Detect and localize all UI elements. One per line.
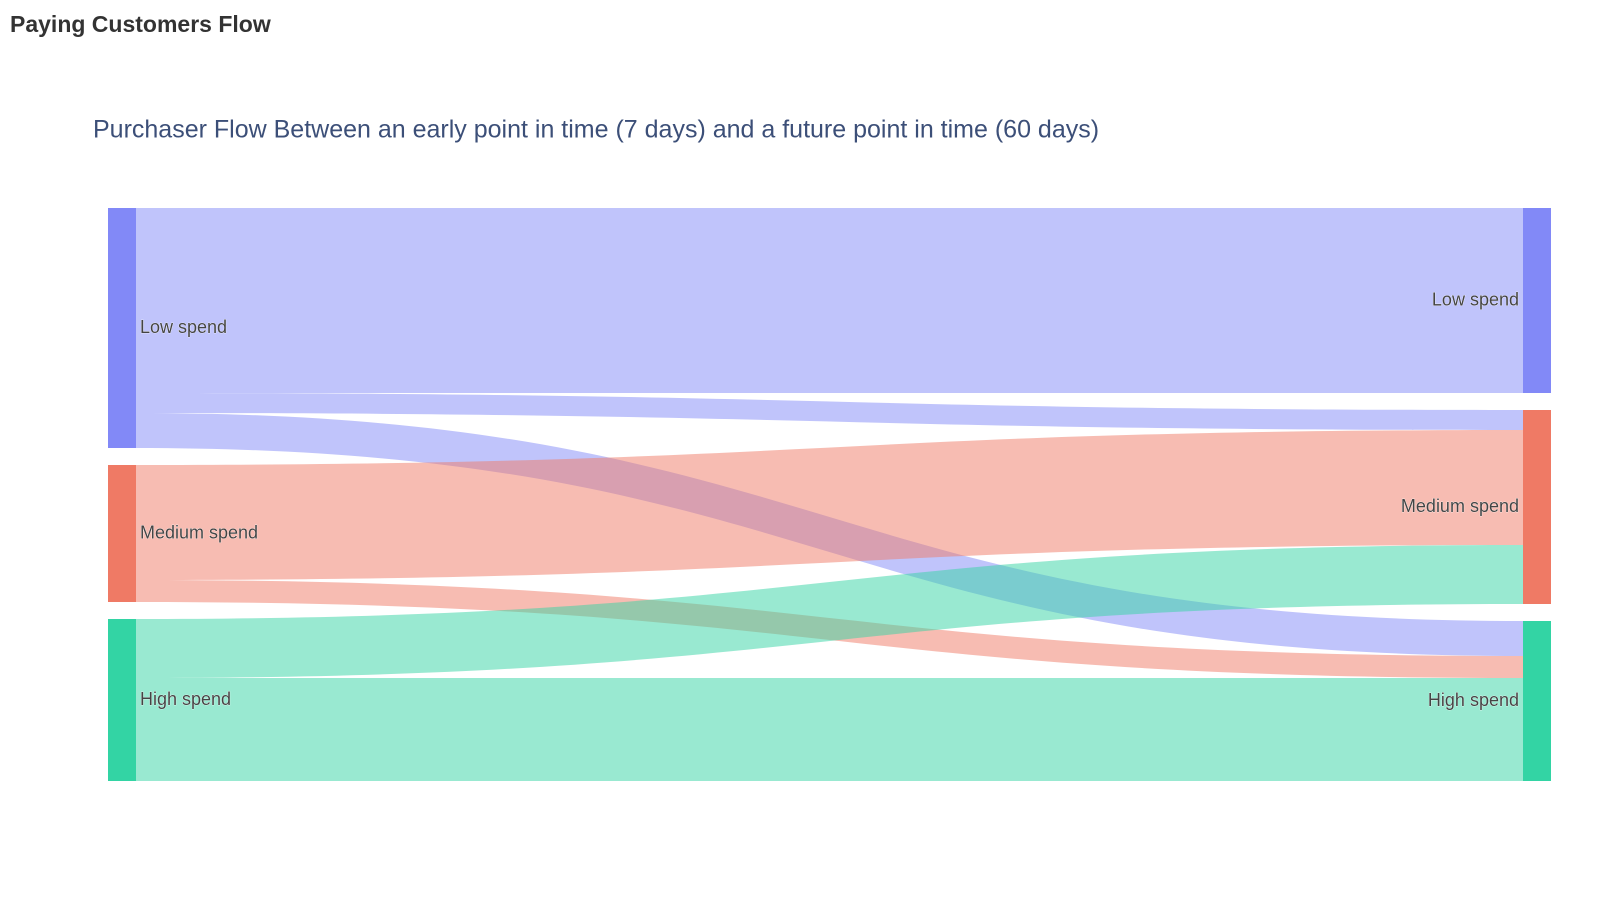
node-bar: [1523, 410, 1551, 604]
links: [136, 208, 1523, 781]
flow-link: [136, 678, 1523, 781]
flow-link: [136, 393, 1523, 430]
node-label: High spend: [1428, 690, 1519, 710]
node-label: Low spend: [1432, 289, 1519, 309]
node-label: Medium spend: [1401, 496, 1519, 516]
nodes: Low spend Medium spend High spend Low spend…: [108, 208, 1551, 781]
node-bar: [108, 465, 136, 602]
chart-title: Purchaser Flow Between an early point in…: [93, 116, 1099, 144]
flow-link: [136, 430, 1523, 580]
node-bar: [1523, 208, 1551, 393]
flow-link: [136, 545, 1523, 678]
node-label: High spend: [140, 689, 231, 709]
node-label: Medium spend: [140, 522, 258, 542]
flow-link: [136, 208, 1523, 393]
node-bar: [1523, 621, 1551, 781]
node-label: Low spend: [140, 317, 227, 337]
node-bar: [108, 619, 136, 781]
page-title: Paying Customers Flow: [10, 11, 271, 37]
node-bar: [108, 208, 136, 448]
